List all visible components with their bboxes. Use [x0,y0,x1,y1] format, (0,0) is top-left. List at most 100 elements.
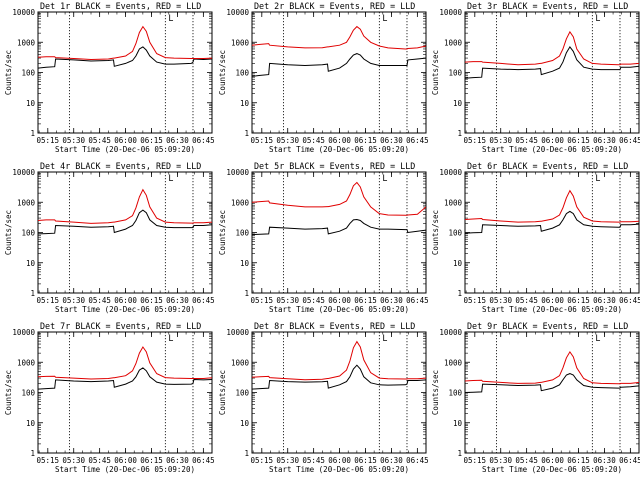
x-tick-label: 06:45 [619,456,640,465]
x-tick-label: 06:15 [354,296,377,305]
x-tick-label: 06:45 [192,456,215,465]
y-tick-label: 10000 [439,8,462,17]
marker-label: L [595,173,600,183]
chart-title: Det 5r BLACK = Events, RED = LLD [254,161,415,171]
x-tick-label: 06:15 [140,136,163,145]
chart-panel-7: Det 7r BLACK = Events, RED = LLD 1 10 100 10… [4,321,215,474]
x-axis-label: Start Time (20-Dec-06 05:09:20) [55,305,195,314]
x-tick-label: 05:30 [62,136,85,145]
y-axis-label: Counts/sec [4,370,13,415]
series-line-lld [252,25,426,50]
x-tick-label: 06:30 [380,296,403,305]
series-line-events [465,46,639,79]
y-tick-label: 10 [26,99,36,108]
x-tick-label: 05:30 [276,456,299,465]
x-tick-label: 05:45 [302,136,325,145]
plot-frame [251,171,427,294]
y-tick-label: 100 [235,229,249,238]
marker-label: L [595,333,600,343]
x-tick-label: 06:45 [406,456,429,465]
series-line-events [465,210,639,234]
x-tick-label: 06:30 [380,136,403,145]
x-tick-label: 06:30 [593,296,616,305]
y-tick-label: 10 [26,419,36,428]
chart-title: Det 8r BLACK = Events, RED = LLD [254,321,415,331]
x-tick-label: 05:45 [515,136,538,145]
chart-panel-2: Det 2r BLACK = Events, RED = LLD 1 10 100 10… [218,1,429,154]
chart-panel-4: Det 4r BLACK = Events, RED = LLD 1 10 100 10… [4,161,215,314]
x-tick-label: 06:15 [354,136,377,145]
y-tick-label: 10000 [12,8,35,17]
y-tick-label: 1 [244,449,249,458]
marker-label: L [595,13,600,23]
y-tick-label: 10000 [226,168,249,177]
plot-frame [37,331,213,454]
plot-frame [251,11,427,134]
x-tick-label: 05:45 [302,296,325,305]
y-tick-label: 100 [21,229,35,238]
y-tick-label: 100 [448,389,462,398]
series-line-lld [38,188,212,224]
y-tick-label: 10000 [226,328,249,337]
x-tick-label: 06:00 [328,456,351,465]
y-tick-label: 1000 [17,38,36,47]
x-tick-label: 05:45 [88,136,111,145]
y-tick-label: 10000 [439,168,462,177]
x-tick-label: 06:15 [354,456,377,465]
y-tick-label: 1 [244,289,249,298]
plot-frame [464,171,640,294]
plot-frame [37,171,213,294]
series-line-lld [465,189,639,223]
x-tick-label: 06:00 [114,136,137,145]
plot-frame [464,331,640,454]
x-tick-label: 05:30 [62,456,85,465]
y-tick-label: 100 [235,69,249,78]
x-tick-label: 05:30 [276,296,299,305]
x-tick-label: 05:45 [88,456,111,465]
y-axis-label: Counts/sec [4,210,13,255]
series-line-events [252,364,426,390]
marker-label: L [382,173,387,183]
x-tick-label: 06:30 [166,296,189,305]
chart-title: Det 2r BLACK = Events, RED = LLD [254,1,415,11]
x-tick-label: 06:15 [567,456,590,465]
y-tick-label: 100 [21,389,35,398]
chart-title: Det 4r BLACK = Events, RED = LLD [40,161,201,171]
chart-panel-8: Det 8r BLACK = Events, RED = LLD 1 10 100 10… [218,321,429,474]
x-tick-label: 05:45 [515,456,538,465]
y-axis-label: Counts/sec [4,50,13,95]
series-line-events [38,209,212,235]
x-tick-label: 06:30 [166,456,189,465]
x-tick-label: 05:45 [302,456,325,465]
x-tick-label: 06:00 [541,296,564,305]
x-tick-label: 05:45 [88,296,111,305]
y-axis-label: Counts/sec [431,210,440,255]
y-tick-label: 10 [453,419,463,428]
y-tick-label: 1 [30,129,35,138]
chart-title: Det 3r BLACK = Events, RED = LLD [467,1,628,11]
series-line-lld [465,30,639,66]
x-tick-label: 06:00 [114,456,137,465]
y-tick-label: 1000 [231,198,250,207]
x-axis-label: Start Time (20-Dec-06 05:09:20) [269,465,409,474]
series-line-events [252,218,426,236]
y-tick-label: 100 [235,389,249,398]
chart-panel-1: Det 1r BLACK = Events, RED = LLD 1 10 100 10… [4,1,215,154]
x-tick-label: 06:00 [541,456,564,465]
y-tick-label: 1 [244,129,249,138]
y-axis-label: Counts/sec [431,50,440,95]
y-tick-label: 10 [240,259,250,268]
y-tick-label: 100 [448,229,462,238]
y-tick-label: 10 [453,99,463,108]
series-line-lld [465,350,639,385]
series-line-events [38,367,212,390]
x-tick-label: 05:30 [489,136,512,145]
x-tick-label: 06:30 [593,136,616,145]
y-tick-label: 1000 [17,198,36,207]
x-tick-label: 05:30 [489,456,512,465]
series-line-events [252,53,426,77]
x-tick-label: 06:00 [541,136,564,145]
marker-label: L [168,333,173,343]
x-tick-label: 06:15 [567,296,590,305]
